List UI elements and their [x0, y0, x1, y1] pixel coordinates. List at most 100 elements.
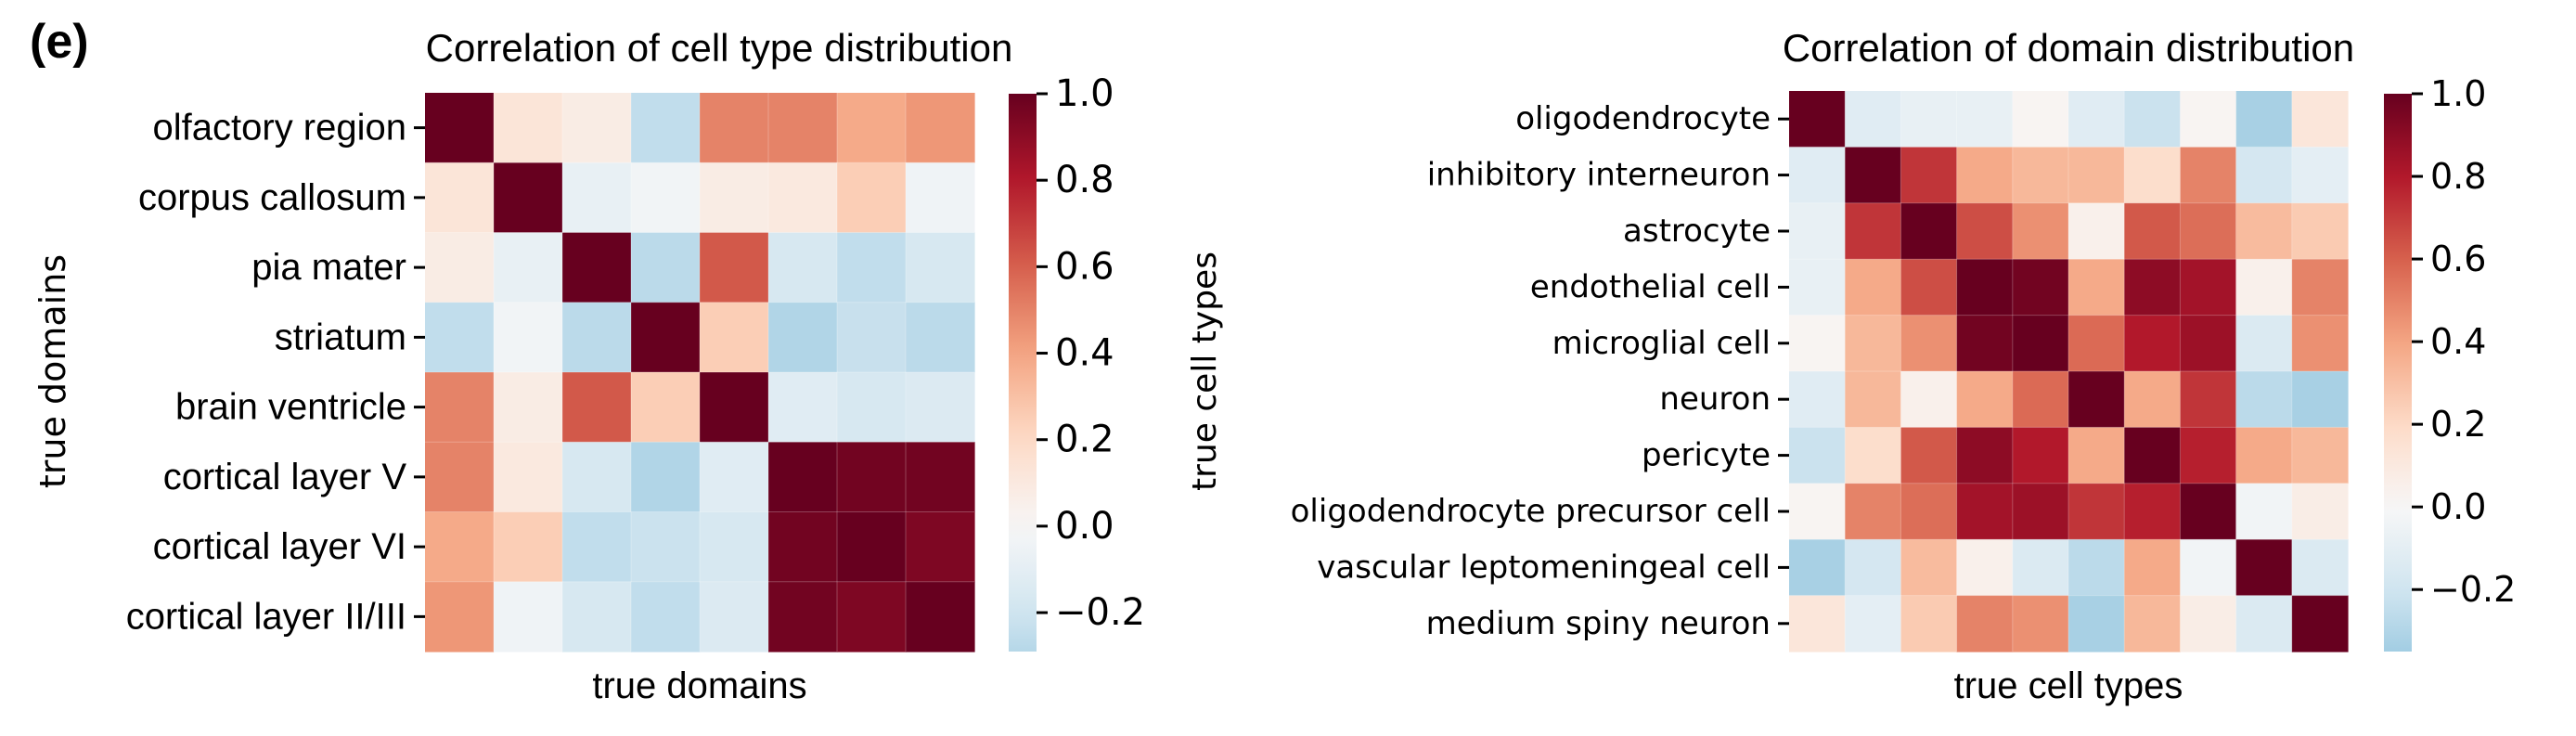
colorbar-gradient	[1009, 94, 1037, 652]
heatmap-cell	[2291, 595, 2349, 652]
row-labels: olfactory region corpus callosum pia mater…	[126, 108, 425, 637]
heatmap-cell	[2068, 91, 2125, 148]
heatmap-cell	[1845, 259, 1901, 316]
heatmap-cell	[768, 302, 838, 373]
heatmap-cell	[2068, 371, 2125, 428]
heatmap-cell	[631, 372, 701, 443]
heatmap-cell	[2068, 427, 2125, 484]
heatmap-cell	[2235, 483, 2293, 540]
panel-label: (e)	[30, 15, 89, 69]
heatmap-cell	[2291, 147, 2349, 204]
heatmap-cell	[425, 581, 495, 652]
heatmap-cell	[562, 581, 632, 652]
heatmap-cell	[2180, 483, 2237, 540]
heatmap-cell	[2235, 371, 2293, 428]
y-tick-label: vascular leptomeningeal cell	[1317, 549, 1771, 586]
heatmap-cell	[700, 442, 769, 513]
heatmap-cell	[837, 442, 907, 513]
heatmap-cell	[2180, 427, 2237, 484]
colorbar-tick-label: 0.8	[2430, 156, 2486, 197]
heatmap-cell	[494, 442, 563, 513]
heatmap-cell	[1956, 202, 2014, 260]
heatmap-cell	[2124, 427, 2181, 484]
heatmap-cell	[1789, 483, 1846, 540]
heatmap-cell	[2235, 91, 2293, 148]
heatmap-cell	[2012, 539, 2069, 597]
heatmap-cell	[906, 232, 975, 303]
heatmap-cell	[837, 511, 907, 583]
heatmap-cell	[1900, 202, 1958, 260]
heatmap-cell	[1845, 595, 1901, 652]
heatmap-cell	[2291, 483, 2349, 540]
heatmap-cell	[2291, 315, 2349, 372]
heatmap-cell	[631, 302, 701, 373]
chart-title: Correlation of domain distribution	[1783, 26, 2354, 70]
y-tick-label: astrocyte	[1623, 213, 1771, 250]
heatmap-cell	[837, 232, 907, 303]
heatmap-cell	[1900, 483, 1958, 540]
colorbar-tick-label: −0.2	[2430, 569, 2516, 610]
heatmap-cell	[2235, 147, 2293, 204]
y-tick-label: inhibitory interneuron	[1427, 157, 1771, 194]
heatmap-cell	[2180, 315, 2237, 372]
heatmap-cell	[2180, 91, 2237, 148]
heatmap-cell	[2068, 595, 2125, 652]
colorbar-tick-label: 0.0	[2430, 486, 2486, 527]
heatmap-right: Correlation of domain distribution oligo…	[1186, 26, 2516, 706]
y-tick-label: cortical layer II/III	[126, 596, 406, 637]
heatmap-cell	[906, 93, 975, 163]
y-tick-label: corpus callosum	[138, 177, 406, 218]
heatmap-cell	[2012, 147, 2069, 204]
y-tick-label: pia mater	[251, 247, 406, 288]
y-tick-label: pericyte	[1642, 437, 1771, 474]
colorbar: 1.0 0.8 0.6 0.4 0.2 0.0 −0.2	[1009, 72, 1145, 652]
heatmap-cell	[2235, 259, 2293, 316]
heatmap-cell	[2124, 202, 2181, 260]
heatmap-cell	[837, 302, 907, 373]
heatmap-cell	[768, 442, 838, 513]
y-axis-label: true cell types	[1186, 252, 1224, 491]
y-tick-label: cortical layer VI	[153, 526, 406, 567]
colorbar-tick-label: 1.0	[2430, 73, 2486, 114]
heatmap-cell	[1956, 539, 2014, 597]
heatmap-cell	[425, 162, 495, 234]
heatmap-cell	[2012, 202, 2069, 260]
heatmap-cell	[1789, 91, 1846, 148]
heatmap-cell	[1789, 371, 1846, 428]
heatmap-cell	[1900, 315, 1958, 372]
y-tick-label: medium spiny neuron	[1426, 605, 1771, 642]
heatmap-cell	[2235, 427, 2293, 484]
heatmap-cell	[2012, 259, 2069, 316]
heatmap-cell	[2068, 147, 2125, 204]
heatmap-cell	[2180, 202, 2237, 260]
heatmap-cell	[494, 581, 563, 652]
heatmap-cell	[1956, 427, 2014, 484]
heatmap-cell	[2012, 371, 2069, 428]
heatmap-cell	[837, 372, 907, 443]
heatmap-cell	[700, 581, 769, 652]
heatmap-cell	[1900, 539, 1958, 597]
heatmap-cell	[1900, 91, 1958, 148]
heatmap-left: Correlation of cell type distribution ol…	[32, 26, 1145, 706]
heatmap-cell	[2068, 259, 2125, 316]
colorbar-gradient	[2384, 94, 2412, 652]
heatmap-cell	[494, 372, 563, 443]
heatmap-cell	[906, 442, 975, 513]
heatmap-cell	[425, 302, 495, 373]
heatmap-cell	[562, 93, 632, 163]
colorbar-tick-label: 0.8	[1055, 159, 1114, 201]
heatmap-cells	[425, 93, 975, 652]
heatmap-cell	[631, 442, 701, 513]
heatmap-cell	[1900, 427, 1958, 484]
heatmap-cell	[2124, 259, 2181, 316]
heatmap-cell	[494, 162, 563, 234]
colorbar-tick-label: −0.2	[1055, 591, 1145, 634]
heatmap-cell	[768, 232, 838, 303]
heatmap-cell	[425, 93, 495, 163]
heatmap-cell	[1845, 483, 1901, 540]
heatmap-cell	[425, 442, 495, 513]
heatmap-cell	[768, 93, 838, 163]
heatmap-cell	[906, 511, 975, 583]
heatmap-cell	[1845, 427, 1901, 484]
heatmap-cell	[631, 162, 701, 234]
